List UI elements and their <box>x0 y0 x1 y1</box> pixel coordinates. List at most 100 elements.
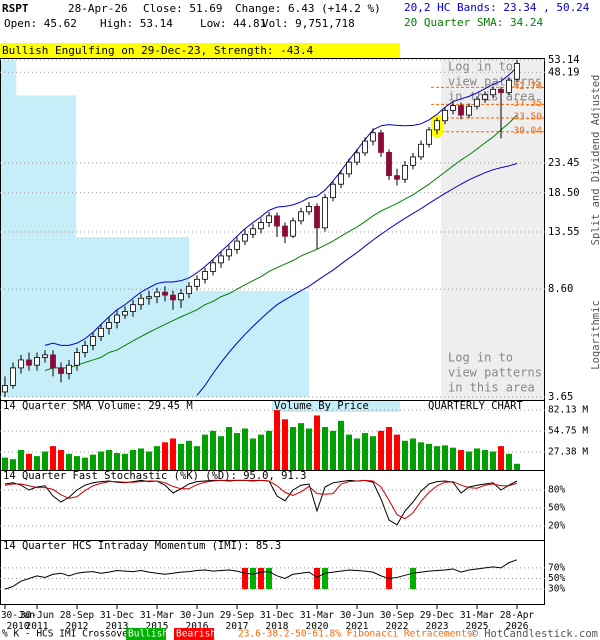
y-tick-label: 80% <box>548 485 565 496</box>
y-tick-label: 54.75 M <box>548 426 588 437</box>
candle-body <box>106 322 112 329</box>
footer-bullish: Bullish <box>128 629 168 640</box>
candle-body <box>322 197 328 229</box>
volume-bar <box>290 426 296 470</box>
volume-bar <box>210 430 216 470</box>
volume-bar <box>458 449 464 470</box>
volume-bar <box>442 445 448 470</box>
bearish-crossover <box>242 567 248 590</box>
x-tick-label: 31-Dec 2018 <box>260 610 294 632</box>
volume-bar <box>74 456 80 470</box>
bearish-key <box>174 628 214 640</box>
bullish-crossover <box>266 567 272 590</box>
date: 28-Apr-26 <box>68 2 128 15</box>
volume-bar <box>82 457 88 470</box>
volume-bar <box>242 428 248 470</box>
candle-body <box>314 206 320 229</box>
volume-bar <box>490 451 496 470</box>
candle-body <box>178 293 184 301</box>
volume-by-price <box>1 237 190 292</box>
candle-body <box>306 206 312 213</box>
symbol: RSPT <box>2 2 29 15</box>
candle-body <box>490 88 496 96</box>
y-tick-label: 70% <box>548 562 565 573</box>
volume-bar <box>378 430 384 470</box>
bullish-crossover <box>250 567 256 590</box>
bearish-crossover <box>258 567 264 590</box>
candle-body <box>250 228 256 235</box>
candle-body <box>202 271 208 280</box>
x-tick-label: 29-Dec 2023 <box>420 610 454 632</box>
volume-bar <box>202 434 208 470</box>
line <box>44 114 518 372</box>
volume-bar <box>322 426 328 470</box>
volume-bar <box>258 434 264 470</box>
volume-bar <box>2 457 8 470</box>
volume-bar <box>34 456 40 470</box>
y-tick-label: 50% <box>548 573 565 584</box>
volume-bar <box>474 448 480 470</box>
y-tick-label: 23.45 <box>548 157 580 169</box>
candle-body <box>10 367 16 386</box>
volume-bar <box>146 451 152 470</box>
candle-body <box>386 151 392 177</box>
candle-body <box>114 314 120 323</box>
candle-body <box>466 105 472 116</box>
candle-body <box>266 215 272 223</box>
pattern-area <box>441 59 544 400</box>
high: High: 53.14 <box>100 17 173 30</box>
volume-by-price <box>1 60 17 96</box>
x-tick-label: 31-Dec 2013 <box>100 610 134 632</box>
candle-body <box>402 164 408 180</box>
volume-bar <box>226 426 232 470</box>
side-label: Logarithmic <box>590 300 600 370</box>
candle-body <box>50 354 56 369</box>
candle-body <box>66 364 72 374</box>
volume-bar <box>18 449 24 470</box>
bands: 20,2 HC Bands: 23.34 , 50.24 <box>404 1 590 14</box>
candle-body <box>458 105 464 116</box>
candle-body <box>362 140 368 154</box>
panel-title: 14 Quarter Fast Stochastic (%K) (%D): 95… <box>3 470 306 482</box>
candle-body <box>442 110 448 122</box>
login-note: Log in to <box>448 60 513 74</box>
bullish-crossover <box>322 567 328 590</box>
candle-body <box>210 262 216 272</box>
volume-bar <box>506 453 512 470</box>
volume-bar <box>26 453 32 470</box>
volume: Vol: 9,751,718 <box>262 17 355 30</box>
candle-body <box>258 222 264 230</box>
footer-fibonacci: 23.6-38.2-50-61.8% Fibonacci Retracement… <box>238 629 473 640</box>
footer-crossover: % K - HCS IMI Crossover, <box>2 629 139 640</box>
candle-body <box>26 359 32 366</box>
volume-bar <box>402 440 408 470</box>
y-tick-label: 27.38 M <box>548 446 588 457</box>
side-label: Split and Dividend Adjusted <box>590 75 600 246</box>
volume-bar <box>354 438 360 470</box>
volume-bar <box>466 451 472 470</box>
candle-body <box>218 255 224 264</box>
volume-bar <box>194 446 200 470</box>
candle-body <box>186 285 192 295</box>
volume-bar <box>274 410 280 470</box>
candle-body <box>194 278 200 287</box>
candle-body <box>146 296 152 299</box>
candle-body <box>90 336 96 346</box>
volume-bar <box>498 446 504 470</box>
x-tick-label: 30-Jun 2016 <box>180 610 214 632</box>
volume-bar <box>66 453 72 470</box>
volume-by-price-label: Volume By Price <box>274 400 369 412</box>
x-tick-label: 30-Jun 2011 <box>20 610 54 632</box>
candle-body <box>130 304 136 312</box>
y-tick-label: 20% <box>548 521 565 532</box>
volume-bar <box>42 451 48 470</box>
volume-bar <box>170 438 176 470</box>
candle-body <box>122 311 128 316</box>
candle-body <box>82 345 88 353</box>
volume-bar <box>514 463 520 470</box>
candle-body <box>474 98 480 107</box>
chart-label: QUARTERLY CHART <box>428 400 524 412</box>
panel-title: 14 Quarter HCS Intraday Momentum (IMI): … <box>3 540 281 552</box>
y-tick-label: 82.13 M <box>548 405 588 416</box>
